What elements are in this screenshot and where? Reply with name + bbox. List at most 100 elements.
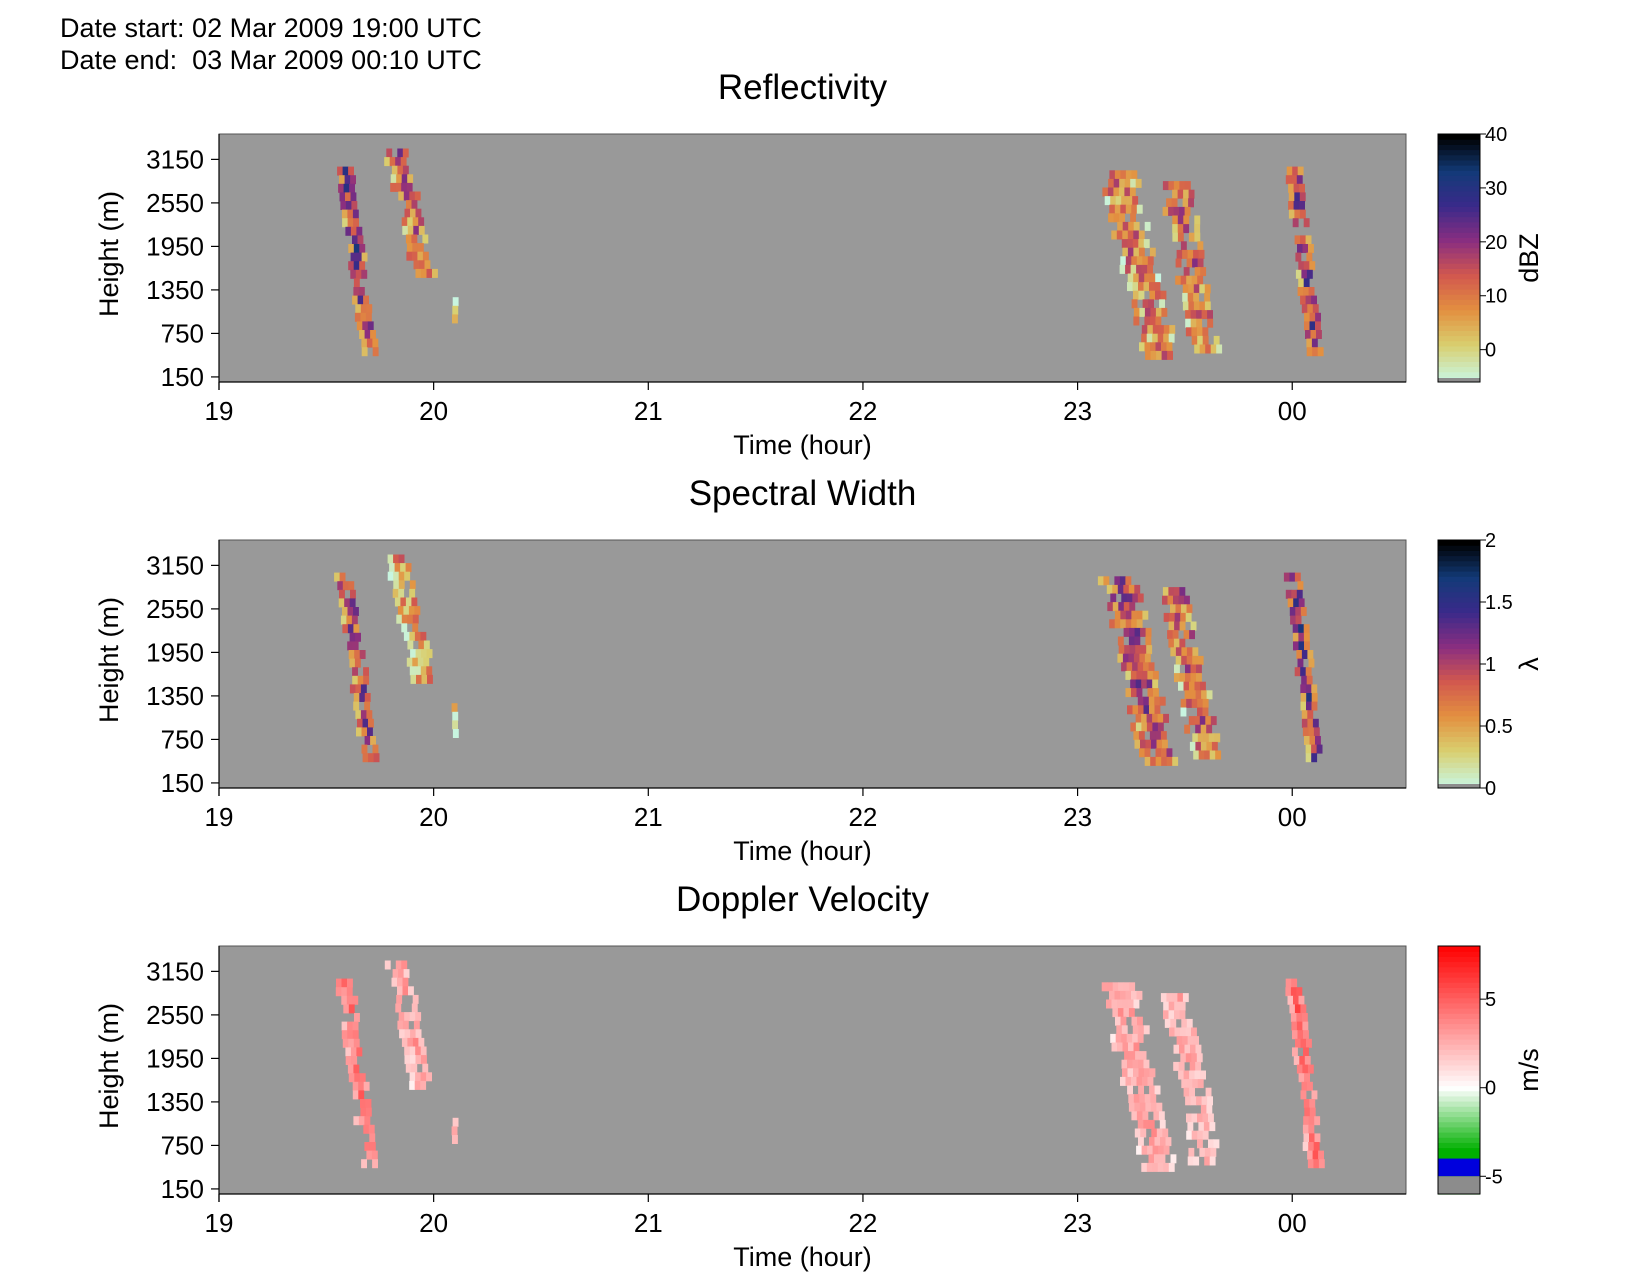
echo-cell — [1183, 189, 1189, 199]
echo-cell — [1186, 1079, 1193, 1089]
echo-cell — [1291, 175, 1298, 185]
echo-cell — [1150, 307, 1157, 317]
spectral-width-y-tick-label: 1350 — [146, 681, 204, 711]
echo-cell — [1180, 612, 1187, 622]
echo-cell — [1192, 733, 1199, 743]
colorbar-swatch — [1438, 1101, 1480, 1107]
echo-cell — [369, 1142, 376, 1151]
echo-cell — [1161, 350, 1168, 360]
echo-cell — [1202, 335, 1209, 345]
echo-cell — [361, 1159, 367, 1169]
echo-cell — [1126, 196, 1133, 206]
echo-cell — [387, 554, 394, 564]
echo-cell — [397, 977, 403, 987]
echo-cell — [1127, 273, 1134, 283]
echo-cell — [452, 305, 459, 315]
echo-cell — [1178, 681, 1184, 691]
echo-cell — [346, 995, 353, 1005]
echo-cell — [409, 588, 416, 598]
echo-cell — [370, 736, 376, 745]
echo-cell — [1173, 181, 1180, 191]
echo-cell — [353, 607, 359, 616]
echo-cell — [1304, 1073, 1310, 1083]
echo-cell — [1191, 327, 1198, 337]
echo-cell — [1299, 209, 1306, 219]
echo-cell — [1101, 982, 1108, 992]
echo-cell — [334, 572, 340, 582]
echo-cell — [1174, 1001, 1181, 1011]
echo-cell — [363, 675, 370, 685]
echo-cell — [348, 650, 355, 659]
echo-cell — [406, 182, 413, 192]
echo-cell — [1285, 978, 1292, 988]
echo-cell — [1160, 1137, 1166, 1147]
echo-cell — [408, 606, 415, 616]
echo-cell — [1124, 187, 1131, 197]
echo-cell — [1194, 716, 1201, 726]
echo-cell — [1191, 335, 1198, 345]
echo-cell — [1125, 264, 1131, 274]
echo-cell — [1117, 636, 1124, 646]
echo-cell — [1314, 1116, 1321, 1126]
echo-cell — [1130, 679, 1137, 689]
echo-cell — [338, 183, 344, 193]
reflectivity-x-tick-label: 00 — [1278, 396, 1307, 426]
echo-cell — [1141, 325, 1148, 335]
echo-cell — [357, 235, 364, 245]
echo-cell — [1188, 1147, 1195, 1157]
spectral-width-x-tick-label: 23 — [1063, 802, 1092, 832]
colorbar-swatch — [1438, 992, 1480, 999]
echo-cell — [1153, 688, 1159, 698]
echo-cell — [424, 260, 431, 270]
echo-cell — [1187, 292, 1194, 302]
echo-cell — [1172, 215, 1179, 225]
echo-cell — [1303, 1030, 1309, 1040]
echo-cell — [1136, 256, 1143, 266]
echo-cell — [1125, 256, 1132, 266]
colorbar-swatch — [1438, 987, 1480, 994]
echo-cell — [1303, 278, 1310, 288]
reflectivity-y-axis-label: Height (m) — [94, 191, 124, 317]
echo-cell — [1102, 187, 1109, 197]
echo-cell — [1138, 247, 1145, 257]
echo-cell — [393, 554, 399, 564]
echo-cell — [353, 278, 360, 288]
echo-cell — [355, 304, 362, 314]
echo-cell — [1186, 258, 1193, 268]
echo-cell — [1191, 1027, 1197, 1037]
echo-cell — [1120, 990, 1126, 1000]
echo-cell — [398, 1012, 405, 1022]
echo-cell — [1202, 707, 1209, 717]
echo-cell — [364, 693, 371, 702]
echo-cell — [1125, 610, 1132, 620]
echo-cell — [350, 226, 357, 236]
echo-cell — [403, 969, 410, 979]
echo-cell — [1202, 327, 1209, 337]
echo-cell — [1288, 209, 1295, 219]
echo-cell — [1136, 688, 1143, 698]
echo-cell — [1132, 662, 1138, 672]
echo-cell — [396, 994, 403, 1004]
echo-cell — [373, 753, 380, 763]
echo-cell — [411, 251, 418, 261]
echo-cell — [1179, 1001, 1186, 1011]
echo-cell — [401, 182, 408, 192]
echo-cell — [1201, 310, 1208, 320]
echo-cell — [1135, 722, 1142, 732]
echo-cell — [1130, 213, 1136, 223]
echo-cell — [1163, 1010, 1169, 1020]
echo-cell — [1169, 612, 1176, 622]
echo-cell — [1127, 247, 1134, 257]
echo-cell — [1166, 198, 1172, 208]
echo-cell — [395, 182, 402, 192]
echo-cell — [1301, 675, 1308, 685]
echo-cell — [414, 631, 421, 641]
echo-cell — [1130, 178, 1137, 188]
echo-cell — [367, 321, 374, 331]
echo-cell — [341, 978, 348, 988]
echo-cell — [1152, 333, 1159, 343]
colorbar-swatch — [1438, 612, 1480, 619]
echo-cell — [1145, 1102, 1152, 1112]
echo-cell — [1204, 284, 1211, 294]
echo-cell — [1138, 731, 1145, 741]
